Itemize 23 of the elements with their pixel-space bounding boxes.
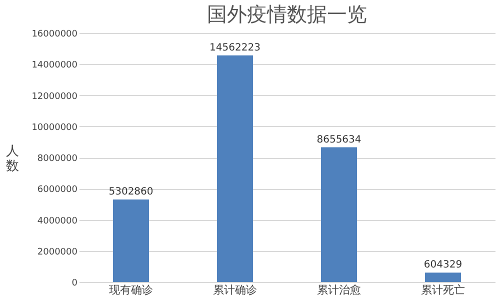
y-tick-label: 14000000 <box>32 60 78 71</box>
y-tick-label: 16000000 <box>32 30 78 40</box>
x-tick-label: 累计治愈 <box>317 284 361 296</box>
x-tick-label: 累计确诊 <box>213 284 257 296</box>
y-tick-label: 2000000 <box>37 247 78 258</box>
y-tick-label: 0 <box>72 278 78 288</box>
data-label: 5302860 <box>108 186 154 198</box>
bar <box>217 55 253 282</box>
y-axis-title: 人数 <box>6 144 20 174</box>
data-label: 604329 <box>424 260 462 271</box>
data-label: 14562223 <box>210 42 260 54</box>
data-label: 8655634 <box>316 134 362 146</box>
chart-title: 国外疫情数据一览 <box>207 2 367 26</box>
y-tick-label: 4000000 <box>37 216 78 226</box>
y-tick-label: 8000000 <box>37 154 78 164</box>
bar <box>425 272 461 282</box>
bar <box>113 199 149 282</box>
x-tick-label: 累计死亡 <box>421 284 465 296</box>
bar <box>321 147 357 282</box>
y-tick-label: 12000000 <box>32 92 78 102</box>
x-tick-label: 现有确诊 <box>109 284 153 296</box>
y-tick-label: 10000000 <box>32 122 78 133</box>
y-tick-label: 6000000 <box>37 185 78 196</box>
